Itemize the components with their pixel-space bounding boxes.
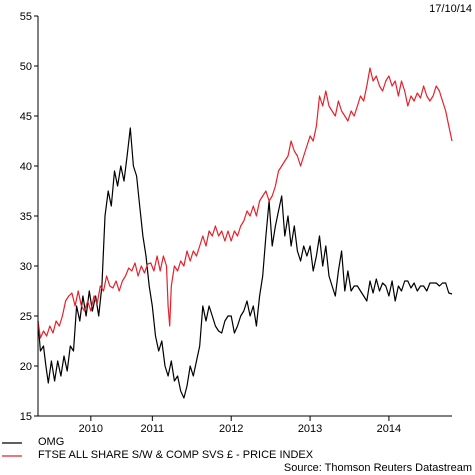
series-line-ftse — [37, 67, 453, 339]
y-tick-label: 45 — [20, 111, 32, 123]
y-tick-label: 35 — [20, 211, 32, 223]
x-axis-ticks: 2010 2011 2012 2013 2014 — [79, 416, 401, 435]
y-tick-label: 15 — [20, 411, 32, 423]
x-tick-label: 2013 — [298, 423, 322, 435]
legend-label-omg: OMG — [38, 436, 64, 448]
chart-source: Source: Thomson Reuters Datastream — [284, 462, 472, 474]
x-tick-label: 2011 — [141, 423, 165, 435]
y-tick-label: 50 — [20, 61, 32, 73]
y-tick-label: 25 — [20, 311, 32, 323]
x-tick-label: 2010 — [79, 423, 103, 435]
y-tick-label: 30 — [20, 261, 32, 273]
y-axis-ticks: 15 20 25 30 35 40 45 50 55 — [20, 11, 38, 423]
y-tick-label: 40 — [20, 161, 32, 173]
y-tick-label: 55 — [20, 11, 32, 23]
x-tick-label: 2014 — [377, 423, 401, 435]
legend-label-ftse: FTSE ALL SHARE S/W & COMP SVS £ - PRICE … — [38, 449, 314, 461]
x-tick-label: 2012 — [219, 423, 243, 435]
series-lines — [37, 67, 453, 399]
series-line-omg — [37, 127, 453, 399]
chart-date: 17/10/14 — [429, 3, 472, 15]
y-tick-label: 20 — [20, 361, 32, 373]
